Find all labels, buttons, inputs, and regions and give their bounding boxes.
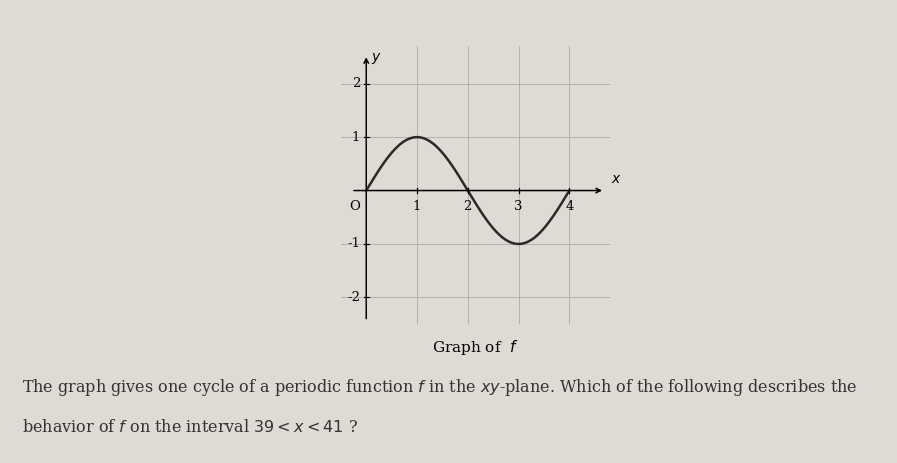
Text: O: O <box>349 200 361 213</box>
Text: $y$: $y$ <box>371 50 382 66</box>
Text: 4: 4 <box>565 200 573 213</box>
Text: 2: 2 <box>352 77 361 90</box>
Text: Graph of  $f$: Graph of $f$ <box>432 338 518 357</box>
Text: 1: 1 <box>352 131 361 144</box>
Text: behavior of $f$ on the interval $39 < x < 41$ ?: behavior of $f$ on the interval $39 < x … <box>22 419 359 436</box>
Text: The graph gives one cycle of a periodic function $f$ in the $xy$-plane. Which of: The graph gives one cycle of a periodic … <box>22 377 858 398</box>
Text: $x$: $x$ <box>611 172 622 186</box>
Text: 2: 2 <box>464 200 472 213</box>
Text: -2: -2 <box>347 291 361 304</box>
Text: 3: 3 <box>514 200 523 213</box>
Text: 1: 1 <box>413 200 422 213</box>
Text: -1: -1 <box>347 238 361 250</box>
